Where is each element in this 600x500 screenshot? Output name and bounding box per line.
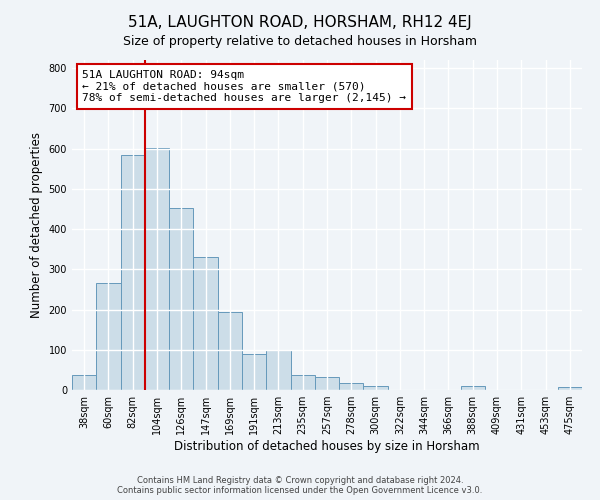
Bar	[218, 312, 242, 390]
Bar	[364, 386, 388, 390]
Bar	[290, 374, 315, 390]
Bar	[242, 354, 266, 390]
Bar	[96, 284, 121, 390]
Bar	[266, 350, 290, 390]
Bar	[315, 377, 339, 390]
Bar	[339, 383, 364, 390]
Y-axis label: Number of detached properties: Number of detached properties	[30, 132, 43, 318]
Bar	[558, 387, 582, 390]
Bar	[169, 208, 193, 390]
Text: Contains HM Land Registry data © Crown copyright and database right 2024.
Contai: Contains HM Land Registry data © Crown c…	[118, 476, 482, 495]
Bar	[193, 257, 218, 390]
Bar	[145, 148, 169, 390]
Text: 51A, LAUGHTON ROAD, HORSHAM, RH12 4EJ: 51A, LAUGHTON ROAD, HORSHAM, RH12 4EJ	[128, 15, 472, 30]
Bar	[461, 386, 485, 390]
Text: 51A LAUGHTON ROAD: 94sqm
← 21% of detached houses are smaller (570)
78% of semi-: 51A LAUGHTON ROAD: 94sqm ← 21% of detach…	[82, 70, 406, 103]
Text: Size of property relative to detached houses in Horsham: Size of property relative to detached ho…	[123, 35, 477, 48]
Bar	[121, 156, 145, 390]
X-axis label: Distribution of detached houses by size in Horsham: Distribution of detached houses by size …	[174, 440, 480, 453]
Bar	[72, 374, 96, 390]
